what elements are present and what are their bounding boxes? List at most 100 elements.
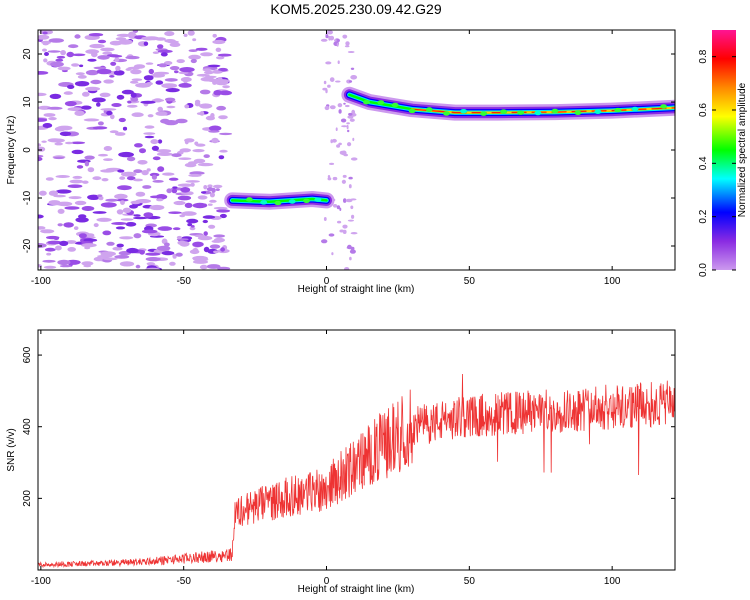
noise-blob	[93, 66, 107, 70]
noise-blob	[351, 214, 355, 219]
noise-blob	[173, 200, 186, 206]
noise-blob	[350, 75, 358, 80]
noise-blob	[43, 58, 48, 63]
ridge-spot	[288, 199, 296, 204]
ridge-spot	[631, 106, 639, 112]
noise-blob	[219, 132, 233, 136]
spectrogram-x-ticks: -100 -50 0 50 100	[31, 30, 621, 287]
noise-blob	[157, 44, 164, 49]
noise-blob	[156, 149, 172, 153]
noise-blob	[208, 224, 216, 229]
noise-blob	[172, 186, 178, 189]
noise-blob	[116, 94, 125, 100]
x-tick-label: 50	[464, 576, 476, 587]
noise-blob	[83, 238, 98, 242]
noise-blob	[48, 117, 57, 121]
noise-blob	[145, 257, 161, 262]
noise-blob	[134, 143, 143, 148]
noise-blob	[51, 138, 65, 143]
noise-blob	[183, 33, 188, 37]
noise-blob	[337, 220, 342, 224]
noise-blob	[151, 73, 165, 78]
noise-blob	[178, 83, 192, 88]
noise-blob	[218, 155, 225, 160]
noise-blob	[38, 154, 44, 158]
noise-blob	[211, 137, 219, 144]
noise-blob	[344, 45, 350, 48]
noise-blob	[336, 42, 339, 47]
noise-blob	[57, 223, 63, 227]
noise-blob	[38, 226, 46, 230]
snr-x-label: Height of straight line (km)	[298, 584, 415, 595]
noise-blob	[155, 194, 168, 200]
noise-blob	[153, 98, 163, 103]
snr-panel: -100 -50 0 50 100 200 400 600 Height of straig…	[6, 329, 676, 595]
noise-blob	[127, 104, 138, 108]
noise-blob	[209, 199, 217, 203]
y-tick-label: 200	[22, 490, 33, 507]
noise-blob	[152, 180, 164, 183]
noise-blob	[67, 247, 76, 252]
noise-blob	[66, 51, 75, 58]
noise-blob	[96, 194, 103, 197]
noise-blob	[218, 115, 228, 120]
noise-blob	[213, 90, 222, 96]
noise-blob	[348, 184, 352, 189]
noise-blob	[71, 63, 80, 67]
noise-blob	[195, 47, 208, 51]
x-tick-label: -100	[31, 276, 51, 287]
noise-blob	[44, 247, 56, 252]
ridge-spot	[274, 200, 282, 206]
noise-blob	[100, 47, 115, 52]
noise-blob	[166, 105, 176, 109]
noise-blob	[133, 214, 141, 217]
noise-blob	[130, 69, 142, 75]
noise-blob	[89, 43, 105, 49]
noise-blob	[201, 191, 207, 194]
noise-blob	[70, 141, 86, 145]
noise-blob	[88, 33, 104, 37]
ridge-spot	[534, 110, 542, 116]
noise-blob	[116, 210, 122, 214]
noise-blob	[59, 131, 72, 137]
noise-blob	[116, 243, 124, 248]
noise-blob	[143, 212, 154, 218]
noise-blob	[114, 255, 130, 259]
noise-blob	[55, 245, 62, 251]
noise-blob	[141, 170, 149, 176]
noise-blob	[109, 75, 115, 78]
noise-blob	[111, 103, 122, 107]
noise-blob	[106, 110, 113, 116]
noise-blob	[168, 211, 182, 214]
noise-blob	[115, 226, 126, 230]
noise-blob	[157, 166, 165, 172]
noise-blob	[118, 151, 134, 158]
noise-blob	[49, 93, 62, 99]
x-tick-label: -100	[31, 576, 51, 587]
noise-blob	[180, 77, 192, 82]
noise-blob	[133, 233, 142, 239]
noise-blob	[197, 195, 208, 200]
noise-blob	[350, 157, 358, 161]
noise-blob	[199, 89, 211, 95]
noise-blob	[213, 206, 228, 210]
noise-blob	[38, 214, 44, 219]
noise-blob	[210, 113, 215, 118]
noise-blob	[177, 240, 186, 245]
noise-blob	[176, 235, 182, 240]
noise-blob	[66, 240, 77, 244]
noise-blob	[93, 223, 99, 228]
x-tick-label: 50	[464, 276, 476, 287]
noise-blob	[165, 88, 180, 93]
noise-blob	[187, 223, 193, 227]
noise-blob	[74, 34, 81, 39]
noise-blob	[169, 261, 176, 266]
noise-blob	[135, 82, 151, 88]
noise-blob	[340, 118, 347, 123]
noise-blob	[53, 194, 66, 198]
colorbar-tick-label: 0.0	[698, 263, 709, 277]
noise-blob	[168, 177, 179, 181]
noise-blob	[347, 219, 354, 222]
noise-blob	[346, 124, 349, 130]
